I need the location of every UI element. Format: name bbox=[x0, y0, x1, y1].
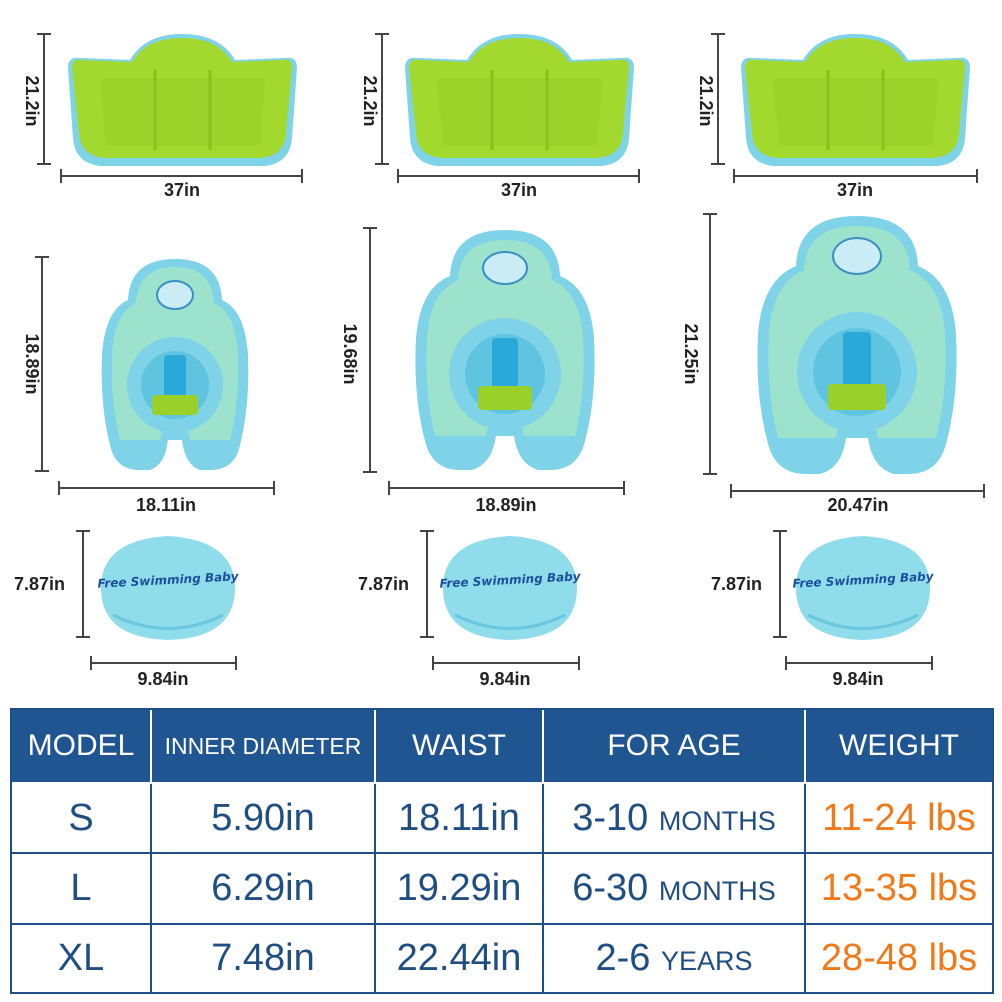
float-width-l: 18.89in bbox=[475, 495, 537, 515]
cell-weight: 13-35 lbs bbox=[806, 854, 992, 925]
canopy-width-s: 37in bbox=[163, 180, 201, 200]
table-header-row: MODEL INNER DIAMETER WAIST FOR AGE WEIGH… bbox=[12, 710, 992, 784]
cell-weight: 28-48 lbs bbox=[806, 924, 992, 992]
pillow-height-xl: 7.87in bbox=[711, 574, 763, 594]
canopy-height-xl: 21.2in bbox=[696, 75, 716, 127]
cell-age: 6-30 MONTHS bbox=[544, 854, 806, 925]
canopy-width-l: 37in bbox=[500, 180, 538, 200]
canopy-width-xl: 37in bbox=[836, 180, 874, 200]
float-height-xl: 21.25in bbox=[681, 323, 701, 385]
header-model: MODEL bbox=[12, 710, 152, 784]
cell-inner-diameter: 7.48in bbox=[152, 924, 376, 992]
age-value: 6-30 bbox=[572, 866, 649, 909]
cell-inner-diameter: 5.90in bbox=[152, 784, 376, 855]
cell-weight: 11-24 lbs bbox=[806, 784, 992, 855]
canopy-image-s bbox=[68, 34, 297, 166]
cell-model: S bbox=[12, 784, 152, 855]
canopy-image-l bbox=[405, 34, 634, 166]
pillow-image-l bbox=[443, 536, 577, 640]
table-row: L 6.29in 19.29in 6-30 MONTHS 13-35 lbs bbox=[12, 854, 992, 925]
header-for-age: FOR AGE bbox=[544, 710, 806, 784]
table-row: S 5.90in 18.11in 3-10 MONTHS 11-24 lbs bbox=[12, 784, 992, 855]
age-unit: MONTHS bbox=[658, 875, 776, 906]
header-waist: WAIST bbox=[376, 710, 544, 784]
pillow-image-xl bbox=[796, 536, 930, 640]
canopy-height-l: 21.2in bbox=[360, 75, 380, 127]
size-spec-table: MODEL INNER DIAMETER WAIST FOR AGE WEIGH… bbox=[10, 708, 994, 994]
cell-model: XL bbox=[12, 924, 152, 992]
age-unit: MONTHS bbox=[658, 805, 776, 836]
canopy-height-s: 21.2in bbox=[22, 75, 42, 127]
age-unit: YEARS bbox=[660, 945, 753, 976]
cell-age: 2-6 YEARS bbox=[544, 924, 806, 992]
pillow-width-xl: 9.84in bbox=[832, 669, 884, 689]
cell-waist: 22.44in bbox=[376, 924, 544, 992]
canopy-image-xl bbox=[741, 34, 970, 166]
cell-model: L bbox=[12, 854, 152, 925]
table-row: XL 7.48in 22.44in 2-6 YEARS 28-48 lbs bbox=[12, 924, 992, 992]
cell-age: 3-10 MONTHS bbox=[544, 784, 806, 855]
age-value: 2-6 bbox=[595, 936, 651, 979]
pillow-height-s: 7.87in bbox=[14, 574, 66, 594]
pillow-image-s bbox=[101, 536, 235, 640]
pillow-width-l: 9.84in bbox=[479, 669, 531, 689]
pillow-width-s: 9.84in bbox=[137, 669, 189, 689]
pillow-height-l: 7.87in bbox=[358, 574, 410, 594]
float-image-s bbox=[101, 259, 249, 470]
age-value: 3-10 bbox=[572, 796, 649, 839]
float-height-s: 18.89in bbox=[22, 333, 42, 395]
float-height-l: 19.68in bbox=[340, 323, 360, 385]
cell-waist: 18.11in bbox=[376, 784, 544, 855]
float-width-xl: 20.47in bbox=[827, 495, 889, 515]
float-image-l bbox=[415, 230, 595, 470]
cell-inner-diameter: 6.29in bbox=[152, 854, 376, 925]
header-weight: WEIGHT bbox=[806, 710, 992, 784]
float-width-s: 18.11in bbox=[135, 495, 197, 515]
float-image-xl bbox=[757, 216, 957, 474]
cell-waist: 19.29in bbox=[376, 854, 544, 925]
header-inner-diameter: INNER DIAMETER bbox=[152, 710, 376, 784]
